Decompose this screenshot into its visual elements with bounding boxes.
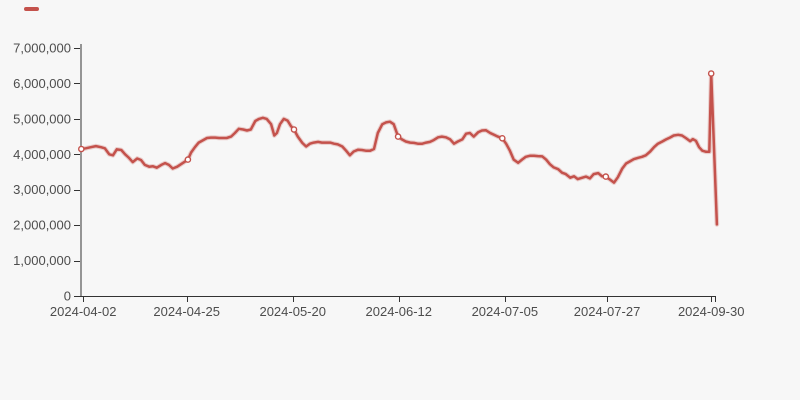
y-axis-tick-label: 0: [64, 289, 71, 304]
y-axis-tick-label: 6,000,000: [13, 76, 71, 91]
x-axis-tick-label: 2024-04-02: [50, 304, 117, 319]
data-point-marker[interactable]: [184, 156, 192, 163]
y-axis-tick-label: 7,000,000: [13, 41, 71, 56]
y-axis-tick-label: 4,000,000: [13, 147, 71, 162]
y-axis-tick-label: 1,000,000: [13, 253, 71, 268]
x-axis-tick-label: 2024-05-20: [259, 304, 326, 319]
data-point-marker[interactable]: [498, 134, 506, 142]
data-point-marker[interactable]: [290, 126, 298, 133]
legend-line-icon[interactable]: [24, 7, 39, 11]
x-axis-tick-label: 2024-09-30: [678, 304, 745, 319]
y-axis-tick-label: 2,000,000: [13, 218, 71, 233]
series-line[interactable]: [80, 72, 719, 226]
data-point-marker[interactable]: [602, 173, 610, 180]
y-axis-tick-label: 3,000,000: [13, 182, 71, 197]
x-axis-tick-label: 2024-04-25: [153, 304, 220, 319]
y-axis-tick-label: 5,000,000: [13, 111, 71, 126]
data-point-marker[interactable]: [707, 70, 715, 77]
series-line-halo: [79, 71, 720, 227]
x-axis-tick-label: 2024-06-12: [366, 304, 433, 319]
x-axis-tick-label: 2024-07-27: [574, 304, 641, 319]
data-point-marker[interactable]: [394, 133, 402, 140]
data-point-marker[interactable]: [78, 145, 85, 153]
x-axis-tick-label: 2024-07-05: [472, 304, 539, 319]
